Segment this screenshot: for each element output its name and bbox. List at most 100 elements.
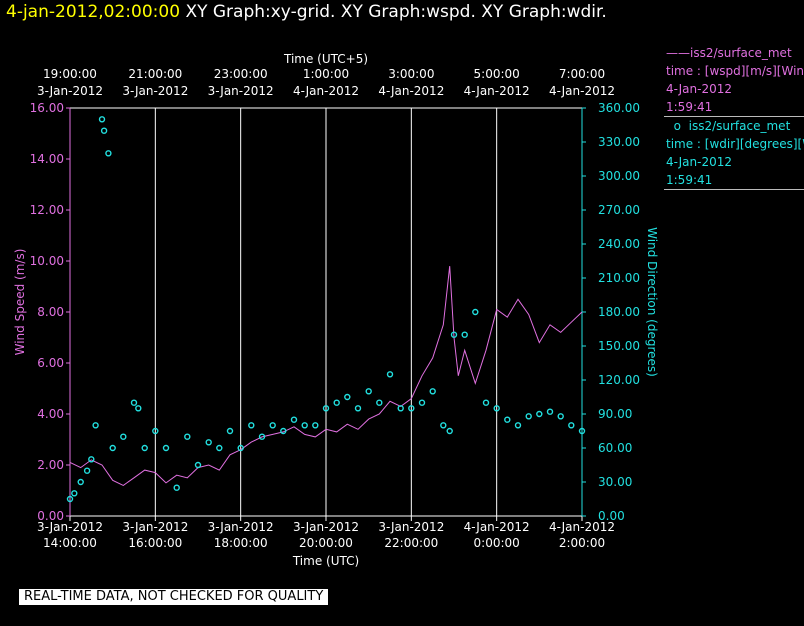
wdir-point — [162, 444, 170, 452]
wdir-point — [461, 331, 468, 338]
y-left-tick-label: 8.00 — [37, 305, 64, 319]
y-left-axis-label: Wind Speed (m/s) — [13, 249, 27, 356]
y-right-tick-label: 240.00 — [598, 237, 640, 251]
legend-wspd-time: 1:59:41 — [666, 100, 713, 114]
wdir-point — [504, 416, 511, 423]
title-datetime: 4-jan-2012,02:00:00 — [6, 2, 181, 22]
wdir-point — [290, 416, 298, 423]
y-left-tick-label: 10.00 — [30, 254, 64, 268]
x-bottom-tick-time: 0:00:00 — [474, 536, 520, 550]
x-bottom-tick-date: 3-Jan-2012 — [122, 520, 188, 534]
wdir-point — [536, 410, 543, 418]
x-top-tick-date: 3-Jan-2012 — [37, 84, 103, 98]
wdir-point — [248, 422, 255, 429]
y-right-tick-label: 210.00 — [598, 271, 640, 285]
wdir-point — [77, 478, 84, 486]
x-bottom-tick-date: 3-Jan-2012 — [37, 520, 103, 534]
x-bottom-tick-time: 14:00:00 — [43, 536, 97, 550]
y-left-tick-label: 16.00 — [30, 101, 64, 115]
wdir-point — [141, 444, 148, 452]
wdir-point — [450, 331, 458, 338]
wdir-point — [269, 422, 276, 429]
x-top-tick-date: 4-Jan-2012 — [549, 84, 615, 98]
wdir-point — [280, 427, 287, 435]
legend-wspd-name: iss2/surface_met — [690, 46, 792, 60]
x-top-tick-time: 7:00:00 — [559, 67, 605, 81]
wdir-point — [237, 444, 244, 452]
x-top-tick-date: 4-Jan-2012 — [293, 84, 359, 98]
wdir-point — [365, 388, 372, 395]
wdir-point — [376, 399, 383, 406]
x-bottom-tick-time: 20:00:00 — [299, 536, 353, 550]
legend-wdir-date: 4-Jan-2012 — [666, 155, 732, 169]
x-top-tick-time: 5:00:00 — [474, 67, 520, 81]
y-right-tick-label: 60.00 — [598, 441, 632, 455]
wdir-point — [546, 408, 554, 415]
legend-wspd[interactable]: ——iss2/surface_met time : [wspd][m/s][Wi… — [664, 44, 804, 117]
y-left-tick-label: 2.00 — [37, 458, 64, 472]
x-top-tick-time: 21:00:00 — [128, 67, 182, 81]
line-swatch-icon: —— — [666, 46, 690, 60]
y-right-tick-label: 30.00 — [598, 475, 632, 489]
x-bottom-tick-date: 4-Jan-2012 — [464, 520, 530, 534]
wdir-point — [557, 413, 564, 420]
x-top-tick-time: 19:00:00 — [43, 67, 97, 81]
x-bottom-tick-time: 2:00:00 — [559, 536, 605, 550]
wdir-point — [194, 461, 202, 469]
y-left-tick-label: 12.00 — [30, 203, 64, 217]
wdir-point — [105, 150, 112, 157]
wdir-point — [205, 439, 212, 446]
x-bottom-tick-time: 18:00:00 — [214, 536, 268, 550]
graph-title-bar: 4-jan-2012,02:00:00 XY Graph:xy-grid. XY… — [6, 2, 607, 22]
wdir-point — [578, 427, 586, 435]
legend-wdir-time: 1:59:41 — [666, 173, 713, 187]
y-right-tick-label: 90.00 — [598, 407, 632, 421]
wspd-series-line — [69, 266, 583, 486]
wdir-point — [333, 399, 340, 406]
x-bottom-tick-date: 4-Jan-2012 — [549, 520, 615, 534]
wdir-point — [100, 127, 108, 134]
wdir-point — [184, 433, 191, 440]
x-top-tick-time: 3:00:00 — [388, 67, 434, 81]
x-bottom-tick-time: 22:00:00 — [384, 536, 438, 550]
y-right-tick-label: 0.00 — [598, 509, 625, 523]
x-bottom-tick-date: 3-Jan-2012 — [378, 520, 444, 534]
y-left-tick-label: 0.00 — [37, 509, 64, 523]
legend-wspd-date: 4-Jan-2012 — [666, 82, 732, 96]
x-top-tick-time: 1:00:00 — [303, 67, 349, 81]
wdir-point — [418, 399, 426, 406]
legend-wdir-title: o iss2/surface_met — [666, 117, 804, 135]
wdir-point — [88, 456, 95, 463]
legend-wdir[interactable]: o iss2/surface_met time : [wdir][degrees… — [664, 117, 804, 190]
wdir-point — [312, 422, 319, 429]
wdir-point — [173, 484, 180, 491]
wdir-point — [440, 422, 447, 429]
legend-wspd-title: ——iss2/surface_met — [666, 44, 804, 62]
x-bottom-axis-label: Time (UTC) — [292, 554, 359, 568]
x-top-axis-label: Time (UTC+5) — [283, 52, 368, 66]
wdir-point — [568, 422, 575, 429]
wdir-point — [446, 427, 453, 435]
x-top-tick-time: 23:00:00 — [214, 67, 268, 81]
x-bottom-tick-date: 3-Jan-2012 — [293, 520, 359, 534]
wdir-point — [83, 467, 91, 474]
x-top-tick-date: 4-Jan-2012 — [378, 84, 444, 98]
wdir-point — [152, 427, 159, 435]
legend-wdir-label: time : [wdir][degrees][W — [666, 137, 804, 151]
x-top-tick-date: 3-Jan-2012 — [122, 84, 188, 98]
quality-notice: REAL-TIME DATA, NOT CHECKED FOR QUALITY — [19, 589, 329, 605]
legend-wspd-label: time : [wspd][m/s][Wind — [666, 64, 804, 78]
wdir-point — [92, 422, 99, 429]
wdir-point — [493, 405, 500, 412]
y-left-tick-label: 6.00 — [37, 356, 64, 370]
y-right-tick-label: 180.00 — [598, 305, 640, 319]
wdir-point — [344, 393, 351, 401]
y-right-tick-label: 150.00 — [598, 339, 640, 353]
title-graph-names: XY Graph:xy-grid. XY Graph:wspd. XY Grap… — [185, 2, 607, 22]
wdir-point — [109, 444, 116, 452]
wdir-point — [130, 399, 138, 406]
wdir-point — [66, 495, 74, 503]
wdir-point — [71, 490, 78, 497]
y-left-tick-label: 14.00 — [30, 152, 64, 166]
